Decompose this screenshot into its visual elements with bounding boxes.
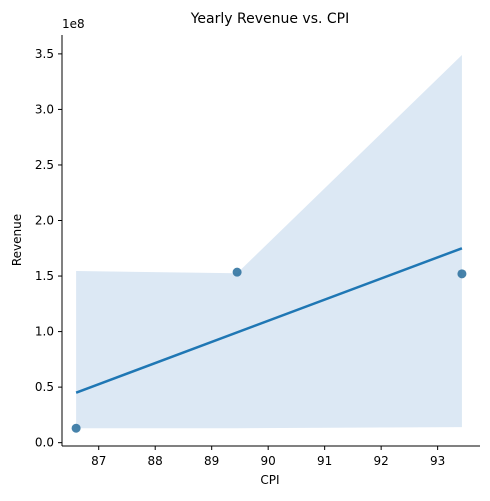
x-tick-label-92: 92 — [374, 454, 389, 468]
y-axis-label: Revenue — [10, 214, 24, 266]
x-tick-label-90: 90 — [261, 454, 276, 468]
confidence-band — [76, 54, 462, 429]
x-tick-label-89: 89 — [204, 454, 219, 468]
data-point-2 — [232, 267, 242, 277]
x-ticks-layer: 87 88 89 90 91 92 93 — [91, 446, 445, 468]
regression-line-layer — [75, 247, 463, 394]
y-tick-label-0: 0.0 — [35, 436, 54, 450]
y-ticks-layer: 0.0 0.5 1.0 1.5 2.0 2.5 3.0 3.5 — [35, 47, 62, 450]
chart-title: Yearly Revenue vs. CPI — [190, 11, 350, 27]
x-tick-label-93: 93 — [430, 454, 445, 468]
x-tick-label-91: 91 — [317, 454, 332, 468]
y-axis-offset-label: 1e8 — [62, 17, 85, 31]
data-points-layer — [71, 267, 467, 433]
y-tick-label-1: 0.5 — [35, 380, 54, 394]
y-tick-label-3: 1.5 — [35, 269, 54, 283]
regression-line — [75, 247, 463, 394]
y-tick-label-2: 1.0 — [35, 325, 54, 339]
x-axis-label: CPI — [260, 473, 279, 487]
x-tick-label-87: 87 — [91, 454, 106, 468]
y-tick-label-4: 2.0 — [35, 214, 54, 228]
y-tick-label-6: 3.0 — [35, 102, 54, 116]
confidence-band-layer — [76, 54, 462, 429]
y-tick-label-7: 3.5 — [35, 47, 54, 61]
axes-layer — [61, 35, 480, 447]
y-tick-label-5: 2.5 — [35, 158, 54, 172]
x-tick-label-88: 88 — [148, 454, 163, 468]
data-point-3 — [457, 269, 467, 279]
data-point-1 — [71, 423, 81, 433]
